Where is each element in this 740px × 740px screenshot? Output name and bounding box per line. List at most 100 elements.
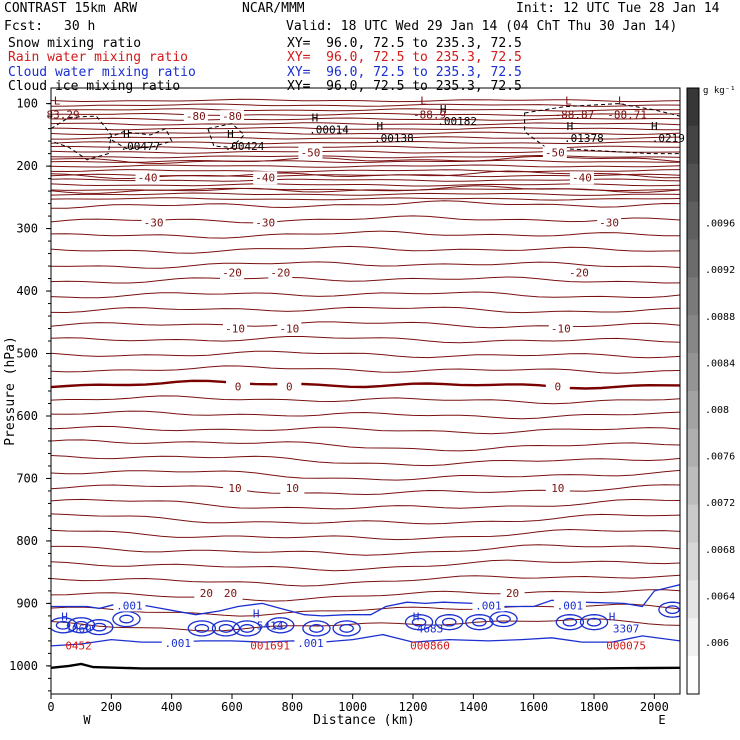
cloud-water-loop — [112, 610, 141, 628]
y-axis-title: Pressure (hPa) — [3, 336, 18, 446]
stratosphere-contour — [51, 98, 680, 103]
temperature-contour — [51, 498, 680, 510]
cloud-water-loop — [555, 614, 585, 631]
temperature-label-bg — [194, 586, 219, 600]
temperature-contour — [51, 336, 680, 344]
colorbar-unit: g kg⁻¹ — [703, 86, 736, 96]
temperature-contour — [51, 544, 680, 556]
colorbar-swatch — [687, 315, 699, 354]
colorbar-swatch — [687, 391, 699, 430]
x-tick-label: 2000 — [640, 700, 669, 714]
field-cloudice-name: Cloud ice mixing ratio — [8, 79, 181, 94]
cloud-water-loop — [411, 617, 427, 627]
stratosphere-contour — [51, 169, 680, 173]
stratosphere-contour — [51, 154, 680, 159]
cloud-water-loop — [218, 624, 234, 633]
cloud-water-loop — [434, 614, 464, 631]
x-tick-label: 200 — [100, 700, 122, 714]
colorbar-swatch — [687, 125, 699, 165]
colorbar-swatch — [687, 542, 699, 581]
colorbar-swatch — [687, 656, 699, 695]
temperature-contour — [51, 395, 680, 405]
stratosphere-contour — [51, 164, 680, 168]
colorbar-tick-label: .0076 — [705, 452, 735, 463]
stratosphere-contour — [51, 192, 680, 196]
cloud-ice-contour — [524, 103, 680, 155]
stratosphere-contour — [51, 122, 680, 126]
cloud-ice-high-marker: H — [377, 120, 384, 133]
plot-contents — [51, 98, 680, 670]
x-tick-label: 1600 — [519, 700, 548, 714]
y-tick-label: 100 — [16, 97, 38, 111]
colorbar-tick-label: .0068 — [705, 545, 735, 556]
x-axis-title: Distance (km) — [313, 713, 415, 728]
cloud-ice-low-value: -88.87 — [555, 109, 595, 122]
cloud-ice-high-value: .01378 — [564, 132, 604, 145]
rain-water-value: 000860 — [410, 640, 450, 653]
center-label: NCAR/MMM — [242, 1, 305, 16]
temperature-contour — [51, 261, 680, 269]
cloud-water-loop — [332, 620, 361, 637]
cloud-water-loop — [194, 624, 210, 633]
temperature-label-bg — [298, 146, 323, 160]
x-tick-label: 1200 — [399, 700, 428, 714]
cloud-ice-high-marker: H — [651, 120, 658, 133]
cloud-water-high-marker: H — [61, 610, 68, 623]
cloud-water-label-bg — [294, 636, 327, 649]
cloud-water-label-bg — [553, 599, 586, 612]
colorbar-tick-label: .0064 — [705, 591, 735, 602]
temperature-label: -20 — [222, 266, 242, 279]
temperature-label: -30 — [144, 216, 164, 229]
temperature-label: -10 — [225, 323, 245, 336]
temperature-contour — [51, 350, 680, 359]
cloud-water-loop — [91, 622, 107, 632]
field-rain-xy: XY= 96.0, 72.5 to 235.3, 72.5 — [287, 50, 522, 65]
cloud-ice-high-marker: H — [567, 120, 574, 133]
field-rain-name: Rain water mixing ratio — [8, 50, 189, 65]
colorbar-tick-label: .0092 — [705, 265, 735, 276]
x-end-east: E — [658, 713, 665, 727]
valid-time: Valid: 18 UTC Wed 29 Jan 14 (04 ChT Thu … — [286, 19, 678, 34]
temperature-label-bg — [548, 322, 573, 336]
field-cloudwater-xy: XY= 96.0, 72.5 to 235.3, 72.5 — [287, 65, 522, 80]
cloud-water-loop — [404, 614, 434, 631]
colorbar-swatch — [687, 163, 699, 203]
cloud-ice-low-marker: L — [420, 95, 427, 108]
cloud-ice-high-value: .00014 — [309, 123, 349, 136]
cloud-ice-high-value: .00182 — [437, 115, 477, 128]
cloud-water-label: .001 — [475, 599, 502, 612]
stratosphere-contour — [51, 150, 680, 154]
cloud-water-high-value: 4683 — [417, 622, 444, 635]
colorbar-tick-label: .0088 — [705, 312, 735, 323]
colorbar-swatch — [687, 353, 699, 392]
cloud-water-loop — [272, 620, 288, 630]
stratosphere-contour — [51, 145, 680, 150]
cloud-water-loop — [441, 617, 457, 627]
cloud-water-loop — [51, 617, 78, 634]
temperature-label: 20 — [200, 587, 213, 600]
temperature-label: -40 — [572, 171, 592, 184]
temperature-label-bg — [277, 380, 302, 394]
x-tick-label: 400 — [161, 700, 183, 714]
temperature-label-bg — [545, 380, 570, 394]
cloud-water-loop — [239, 624, 255, 633]
cloud-water-loop — [266, 617, 295, 634]
temperature-contour — [51, 365, 680, 374]
temperature-contour — [51, 469, 680, 481]
cloud-water-loop — [489, 610, 518, 628]
cloud-water-high-marker: H — [413, 610, 420, 623]
rain-water-value: 0452 — [65, 640, 92, 653]
cloud-water-loop — [472, 617, 487, 627]
colorbar-swatch — [687, 504, 699, 543]
cloud-water-label: .001 — [297, 637, 324, 650]
colorbar-frame — [686, 87, 700, 695]
fcst-value: 30 h — [64, 19, 96, 34]
temperature-label-bg — [280, 481, 305, 495]
temperature-label-bg — [220, 266, 245, 280]
y-tick-label: 600 — [16, 409, 38, 423]
stratosphere-contour — [51, 126, 680, 131]
temperature-label: 20 — [506, 587, 519, 600]
temperature-contour — [51, 589, 680, 602]
y-tick-label: 400 — [16, 284, 38, 298]
